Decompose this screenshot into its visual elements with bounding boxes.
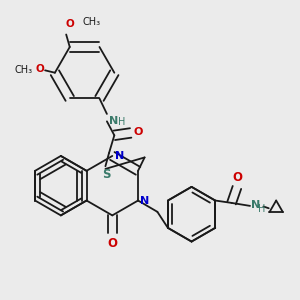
Text: O: O (107, 237, 117, 250)
Text: O: O (134, 127, 143, 137)
Text: N: N (140, 196, 150, 206)
Text: O: O (232, 172, 242, 184)
Text: N: N (109, 116, 118, 126)
Text: CH₃: CH₃ (82, 17, 101, 27)
Text: N: N (115, 151, 124, 161)
Text: S: S (102, 168, 110, 181)
Text: H: H (118, 118, 126, 128)
Text: O: O (65, 19, 74, 29)
Text: N: N (251, 200, 260, 210)
Text: O: O (35, 64, 44, 74)
Text: CH₃: CH₃ (14, 65, 32, 75)
Text: H: H (258, 204, 266, 214)
